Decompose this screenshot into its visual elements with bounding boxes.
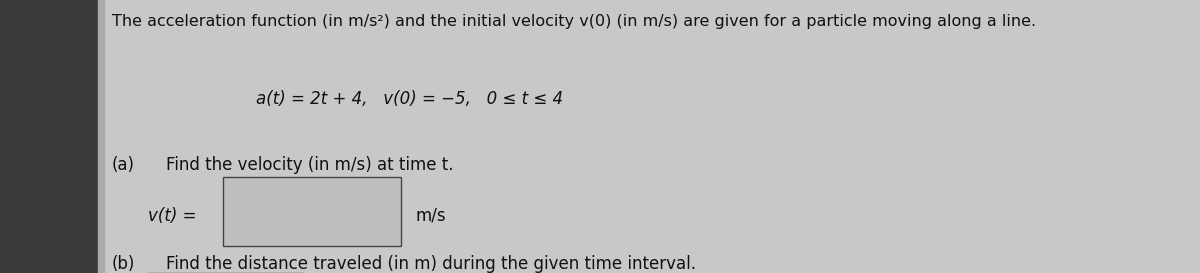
Text: v(t) =: v(t) = xyxy=(148,207,196,225)
Text: (b): (b) xyxy=(112,255,134,273)
Text: m/s: m/s xyxy=(415,207,446,225)
Bar xyxy=(98,0,104,273)
Text: Find the distance traveled (in m) during the given time interval.: Find the distance traveled (in m) during… xyxy=(166,255,696,273)
Bar xyxy=(0,0,98,273)
Text: a(t) = 2t + 4,   v(0) = −5,   0 ≤ t ≤ 4: a(t) = 2t + 4, v(0) = −5, 0 ≤ t ≤ 4 xyxy=(256,90,563,108)
Text: Find the velocity (in m/s) at time t.: Find the velocity (in m/s) at time t. xyxy=(166,156,454,174)
Text: (a): (a) xyxy=(112,156,134,174)
Bar xyxy=(223,177,401,246)
Text: The acceleration function (in m/s²) and the initial velocity v(0) (in m/s) are g: The acceleration function (in m/s²) and … xyxy=(112,14,1036,29)
